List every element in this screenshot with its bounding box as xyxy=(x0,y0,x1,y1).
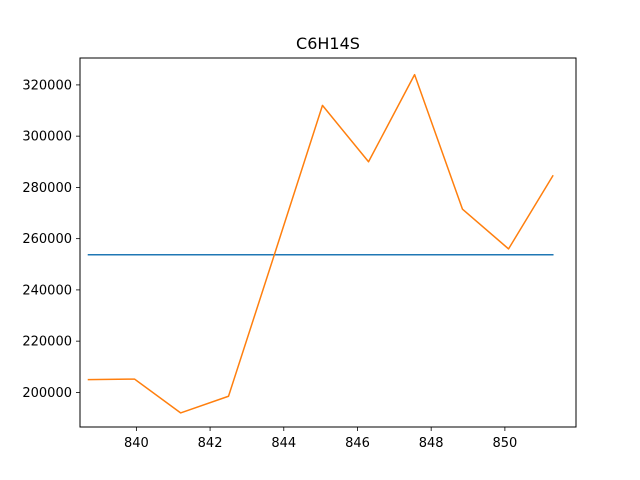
chart-title: C6H14S xyxy=(296,34,360,53)
y-tick-label: 240000 xyxy=(22,283,72,298)
y-axis: 200000 220000 240000 260000 280000 300000 3200… xyxy=(22,78,80,401)
y-tick-label: 220000 xyxy=(22,335,72,350)
x-tick-label: 850 xyxy=(492,436,517,451)
y-tick-label: 280000 xyxy=(22,181,72,196)
series-layer xyxy=(87,73,554,414)
y-tick-label: 200000 xyxy=(22,386,72,401)
series-line-2 xyxy=(87,73,554,414)
y-tick-label: 320000 xyxy=(22,78,72,93)
plot-frame xyxy=(79,57,577,428)
x-axis: 840 842 844 846 848 850 xyxy=(124,427,517,451)
x-tick-label: 848 xyxy=(419,436,444,451)
y-tick-label: 260000 xyxy=(22,232,72,247)
x-tick-label: 846 xyxy=(345,436,370,451)
x-tick-label: 842 xyxy=(198,436,223,451)
y-tick-label: 300000 xyxy=(22,130,72,145)
x-tick-label: 840 xyxy=(124,436,149,451)
x-tick-label: 844 xyxy=(271,436,296,451)
